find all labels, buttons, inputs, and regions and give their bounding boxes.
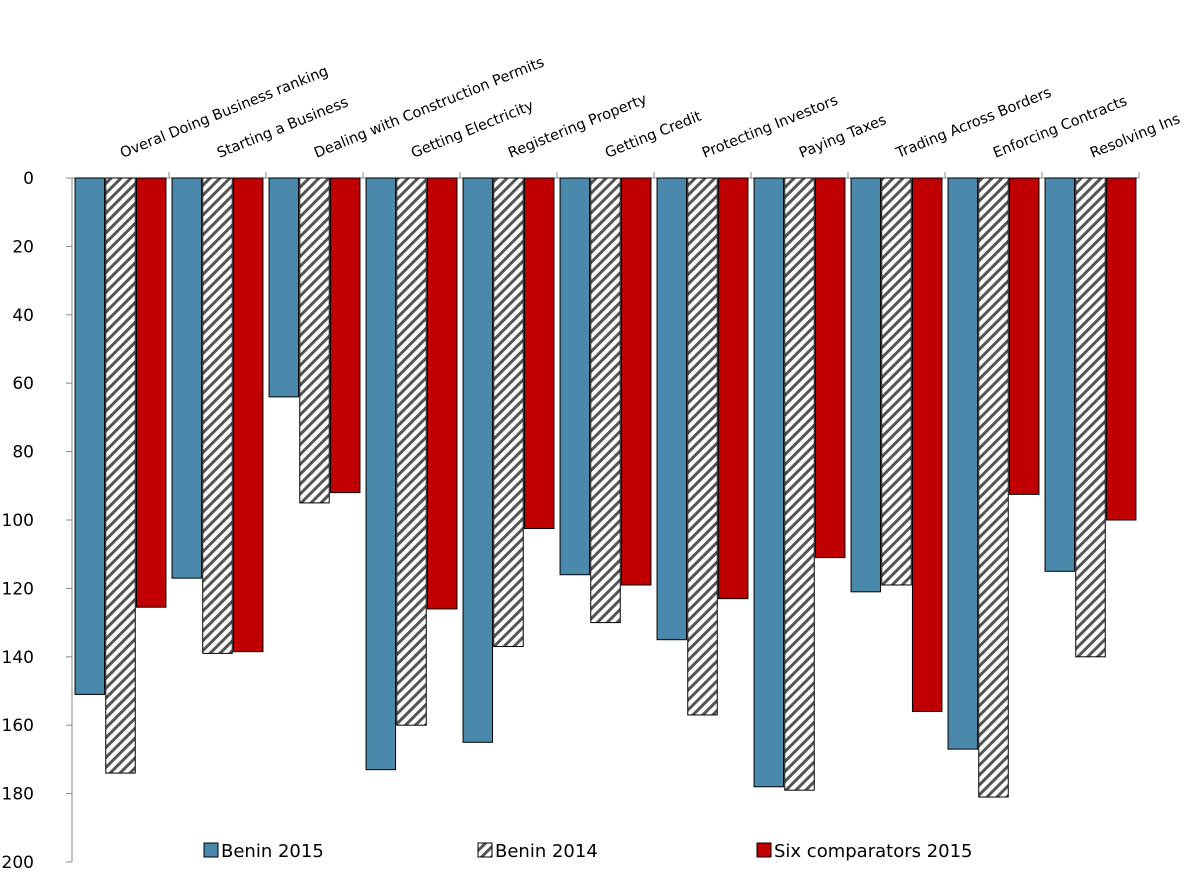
y-tick-label: 0 bbox=[23, 169, 34, 189]
y-tick-label: 80 bbox=[12, 443, 34, 463]
bar-benin-2014 bbox=[1075, 177, 1106, 658]
y-tick-label: 200 bbox=[2, 853, 34, 873]
category-label: Paying Taxes bbox=[797, 112, 889, 162]
bar-six-comparators-2015 bbox=[1105, 177, 1137, 521]
legend: Benin 2015 Benin 2014 Six comparators 2015 bbox=[203, 841, 973, 862]
bar-six-comparators-2015 bbox=[1008, 177, 1040, 495]
legend-swatch bbox=[203, 842, 219, 858]
bar-benin-2014 bbox=[687, 177, 718, 716]
bar-benin-2014 bbox=[978, 177, 1009, 798]
legend-label: Six comparators 2015 bbox=[774, 841, 973, 862]
bar-six-comparators-2015 bbox=[329, 177, 361, 494]
bar-benin-2015 bbox=[559, 177, 591, 576]
bar-benin-2015 bbox=[365, 177, 397, 771]
legend-swatch bbox=[477, 842, 493, 858]
y-tick-label: 20 bbox=[12, 237, 34, 257]
bar-benin-2015 bbox=[850, 177, 882, 593]
bar-benin-2015 bbox=[656, 177, 688, 641]
y-tick-label: 180 bbox=[2, 785, 34, 805]
bar-benin-2014 bbox=[202, 177, 233, 654]
bar-six-comparators-2015 bbox=[426, 177, 458, 610]
y-tick-label: 100 bbox=[2, 511, 34, 531]
bar-benin-2014 bbox=[881, 177, 912, 586]
bar-benin-2015 bbox=[268, 177, 300, 398]
y-tick-label: 160 bbox=[2, 716, 34, 736]
legend-label: Benin 2014 bbox=[495, 841, 598, 862]
bar-benin-2014 bbox=[784, 177, 815, 791]
bar-benin-2015 bbox=[753, 177, 785, 788]
bar-benin-2015 bbox=[462, 177, 494, 743]
legend-swatch bbox=[756, 842, 772, 858]
axes: 0 20 40 60 80 100 120 140 160 180 200 bbox=[2, 169, 1140, 873]
bar-benin-2014 bbox=[105, 177, 136, 774]
bar-six-comparators-2015 bbox=[911, 177, 943, 713]
bar-benin-2015 bbox=[947, 177, 979, 750]
y-tick-label: 40 bbox=[12, 306, 34, 326]
bars bbox=[74, 177, 1137, 798]
y-tick-label: 140 bbox=[2, 648, 34, 668]
bar-benin-2014 bbox=[299, 177, 330, 504]
bar-six-comparators-2015 bbox=[717, 177, 749, 600]
bar-benin-2015 bbox=[1044, 177, 1076, 572]
bar-six-comparators-2015 bbox=[135, 177, 167, 608]
category-label: Trading Across Borders bbox=[893, 85, 1054, 162]
y-tick-label: 60 bbox=[12, 374, 34, 394]
legend-label: Benin 2015 bbox=[221, 841, 324, 862]
bar-six-comparators-2015 bbox=[232, 177, 264, 653]
bar-six-comparators-2015 bbox=[620, 177, 652, 586]
bar-benin-2014 bbox=[590, 177, 621, 624]
bar-benin-2014 bbox=[396, 177, 427, 726]
bar-six-comparators-2015 bbox=[814, 177, 846, 559]
bar-six-comparators-2015 bbox=[523, 177, 555, 530]
bar-benin-2015 bbox=[171, 177, 203, 579]
bar-benin-2015 bbox=[74, 177, 106, 695]
bar-benin-2014 bbox=[493, 177, 524, 648]
y-tick-label: 120 bbox=[2, 579, 34, 599]
